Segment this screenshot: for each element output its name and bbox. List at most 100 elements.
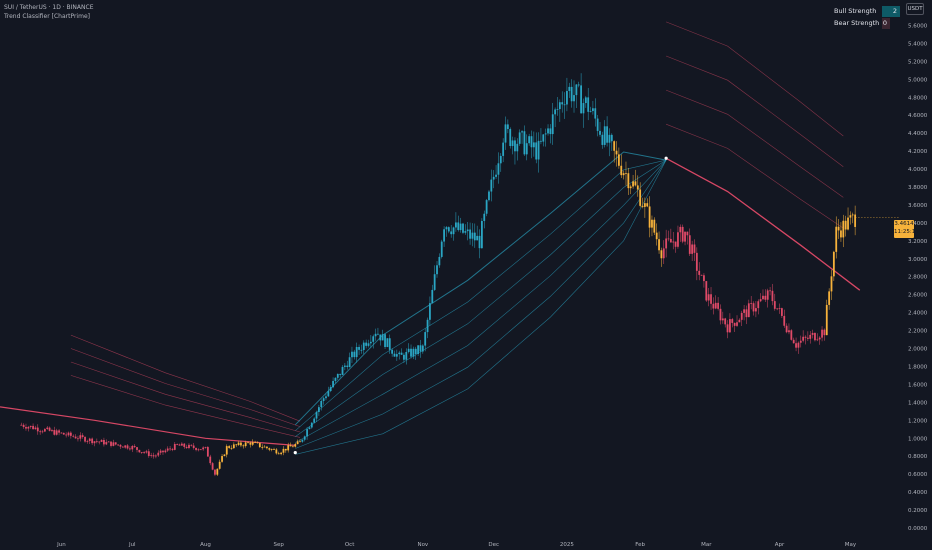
candle-body [270, 449, 273, 450]
y-tick-label: 4.0000 [908, 167, 928, 173]
y-tick-label: 0.0000 [908, 526, 928, 532]
y-tick-label: 2.8000 [908, 275, 928, 281]
bear-strength-row: Bear Strength 0 [834, 17, 900, 29]
candle-body [464, 231, 467, 233]
candle-body [483, 213, 486, 221]
candle-body [438, 256, 441, 266]
bear-strength-label: Bear Strength [834, 19, 880, 27]
candle-body [762, 295, 764, 300]
candle-body [341, 366, 344, 375]
candle-body [195, 447, 197, 450]
candle-body [405, 351, 408, 360]
candle-body [419, 345, 422, 352]
candle-body [455, 222, 457, 228]
y-tick-label: 3.2000 [908, 239, 928, 245]
candle-body [537, 140, 540, 160]
candle-body [769, 290, 771, 292]
candle-body [554, 109, 557, 115]
candle-body [388, 338, 391, 350]
candle-body [695, 252, 698, 271]
candle-body [254, 442, 257, 443]
candle-body [91, 438, 94, 444]
candle-body [317, 407, 320, 412]
candle-body [480, 220, 483, 249]
candle-body [417, 345, 420, 355]
bull-band-line [295, 159, 667, 437]
candle-body [771, 290, 774, 302]
candle-body [509, 129, 512, 147]
candle-body [790, 330, 793, 340]
candle-body [256, 442, 259, 444]
candle-body [225, 446, 228, 455]
trend-switch-marker [293, 451, 297, 455]
candle-body [764, 295, 767, 300]
bull-band-line [295, 159, 667, 431]
candle-body [648, 206, 651, 228]
candle-body [400, 352, 403, 355]
candle-body [377, 333, 379, 335]
candle-body [485, 200, 488, 214]
candle-body [55, 430, 58, 435]
candle-body [459, 223, 462, 231]
candle-body [310, 422, 313, 428]
candle-body [707, 294, 710, 301]
candle-body [105, 442, 108, 445]
bear-band-line [70, 375, 301, 438]
candle-body [303, 436, 306, 440]
bear-band-line [665, 21, 844, 137]
candle-body [804, 336, 807, 338]
candle-body [620, 165, 623, 176]
candle-body [589, 111, 592, 112]
candle-body [606, 126, 608, 143]
candle-body [830, 276, 833, 292]
candle-body [443, 229, 445, 242]
bull-band-line [295, 159, 667, 443]
bear-band-line [665, 55, 844, 167]
candle-body [608, 134, 611, 143]
candle-body [528, 136, 531, 144]
candle-body [523, 131, 526, 155]
candle-body [814, 332, 816, 341]
candle-body [372, 336, 375, 342]
candle-body [795, 343, 797, 348]
candle-body [327, 391, 330, 397]
candle-body [242, 445, 245, 447]
candle-body [584, 97, 587, 104]
candle-body [476, 235, 479, 241]
candle-body [155, 455, 157, 457]
y-tick-label: 1.0000 [908, 436, 928, 442]
candle-body [788, 330, 790, 333]
candle-body [575, 84, 578, 96]
candle-body [662, 248, 665, 259]
currency-button[interactable]: USDT [906, 3, 924, 15]
candle-body [851, 214, 854, 216]
candle-body [655, 232, 658, 240]
candle-body [249, 442, 252, 445]
candle-body [353, 351, 356, 358]
candle-body [806, 337, 809, 339]
candle-body [530, 136, 533, 148]
candle-body [677, 232, 679, 247]
candle-body [776, 308, 779, 310]
candle-body [284, 448, 287, 451]
candle-body [320, 401, 323, 408]
candle-body [119, 444, 122, 447]
candle-body [282, 448, 285, 453]
candle-body [603, 126, 606, 145]
candle-body [51, 430, 53, 431]
candle-body [823, 329, 826, 336]
candle-body [294, 444, 297, 447]
candle-body [362, 342, 365, 351]
candle-body [828, 291, 831, 305]
candle-body [159, 450, 162, 453]
candle-body [180, 443, 183, 446]
candle-body [147, 451, 150, 456]
candle-body [847, 217, 849, 230]
candle-body [582, 103, 585, 114]
candle-body [566, 90, 568, 105]
candle-body [95, 441, 98, 443]
x-tick-label: 2025 [560, 542, 574, 548]
candle-body [275, 449, 278, 454]
candle-body [36, 427, 39, 432]
